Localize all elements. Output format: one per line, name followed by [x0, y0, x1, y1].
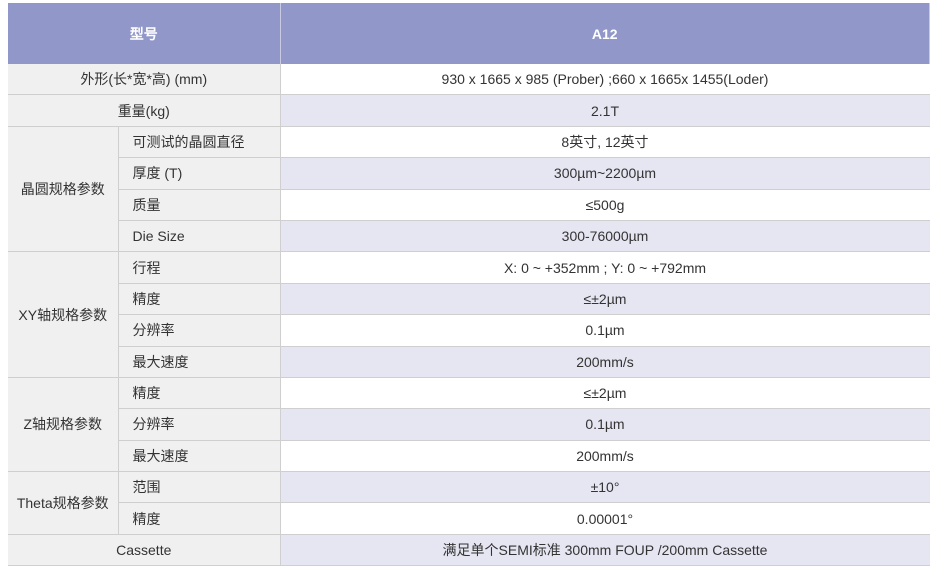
group-label: XY轴规格参数	[8, 251, 119, 378]
spec-value: ≤±2µm	[280, 377, 930, 410]
spec-label: 重量(kg)	[8, 94, 281, 127]
spec-label: 分辨率	[118, 314, 281, 347]
spec-value: 300µm~2200µm	[280, 157, 930, 190]
spec-label: 可测试的晶圆直径	[118, 126, 281, 159]
spec-label: 厚度 (T)	[118, 157, 281, 190]
spec-label: Die Size	[118, 220, 281, 253]
spec-table: 型号 A12 外形(长*宽*高) (mm) 930 x 1665 x 985 (P…	[8, 3, 930, 567]
table-row: 厚度 (T) 300µm~2200µm	[8, 157, 930, 190]
spec-value: 2.1T	[280, 94, 930, 127]
spec-value: ≤±2µm	[280, 283, 930, 316]
spec-label: 精度	[118, 502, 281, 535]
table-row: 质量 ≤500g	[8, 189, 930, 221]
spec-value: 8英寸, 12英寸	[280, 126, 930, 159]
table-row: 晶圆规格参数 可测试的晶圆直径 8英寸, 12英寸	[8, 126, 930, 253]
table-row: Cassette 满足单个SEMI标准 300mm FOUP /200mm Cas…	[8, 534, 930, 567]
spec-value: 0.1µm	[280, 408, 930, 441]
header-model: A12	[280, 3, 930, 64]
table-row: 分辨率 0.1µm	[8, 408, 930, 441]
spec-label: 范围	[118, 471, 281, 504]
spec-value: 0.00001°	[280, 502, 930, 535]
table-row: 精度 ≤±2µm	[8, 283, 930, 316]
table-row: 重量(kg) 2.1T	[8, 94, 930, 127]
spec-label: 最大速度	[118, 346, 281, 378]
table-row: 精度 0.00001°	[8, 502, 930, 535]
spec-value: 200mm/s	[280, 440, 930, 473]
spec-label: 分辨率	[118, 408, 281, 441]
spec-label: 最大速度	[118, 440, 281, 473]
spec-value: ±10°	[280, 471, 930, 504]
spec-label: 精度	[118, 283, 281, 316]
header-label: 型号	[8, 3, 281, 64]
table-row: 分辨率 0.1µm	[8, 314, 930, 347]
spec-label: 质量	[118, 189, 281, 221]
spec-value: 930 x 1665 x 985 (Prober) ;660 x 1665x 1…	[280, 64, 930, 96]
spec-value: X: 0 ~ +352mm ; Y: 0 ~ +792mm	[280, 251, 930, 284]
spec-value: 0.1µm	[280, 314, 930, 347]
group-label: Theta规格参数	[8, 471, 119, 535]
spec-value: 300-76000µm	[280, 220, 930, 253]
spec-value: 满足单个SEMI标准 300mm FOUP /200mm Cassette	[280, 534, 930, 567]
spec-value: ≤500g	[280, 189, 930, 221]
table-row: Theta规格参数 范围 ±10°	[8, 471, 930, 535]
group-label: Z轴规格参数	[8, 377, 119, 473]
table-row: Z轴规格参数 精度 ≤±2µm	[8, 377, 930, 473]
spec-label: 行程	[118, 251, 281, 284]
table-row: Die Size 300-76000µm	[8, 220, 930, 253]
spec-value: 200mm/s	[280, 346, 930, 378]
table-row: 最大速度 200mm/s	[8, 440, 930, 473]
table-row: 外形(长*宽*高) (mm) 930 x 1665 x 985 (Prober) …	[8, 64, 930, 96]
spec-label: Cassette	[8, 534, 281, 567]
table-row: XY轴规格参数 行程 X: 0 ~ +352mm ; Y: 0 ~ +792mm	[8, 251, 930, 378]
spec-label: 精度	[118, 377, 281, 410]
table-row: 最大速度 200mm/s	[8, 346, 930, 378]
spec-label: 外形(长*宽*高) (mm)	[8, 64, 281, 96]
group-label: 晶圆规格参数	[8, 126, 119, 253]
